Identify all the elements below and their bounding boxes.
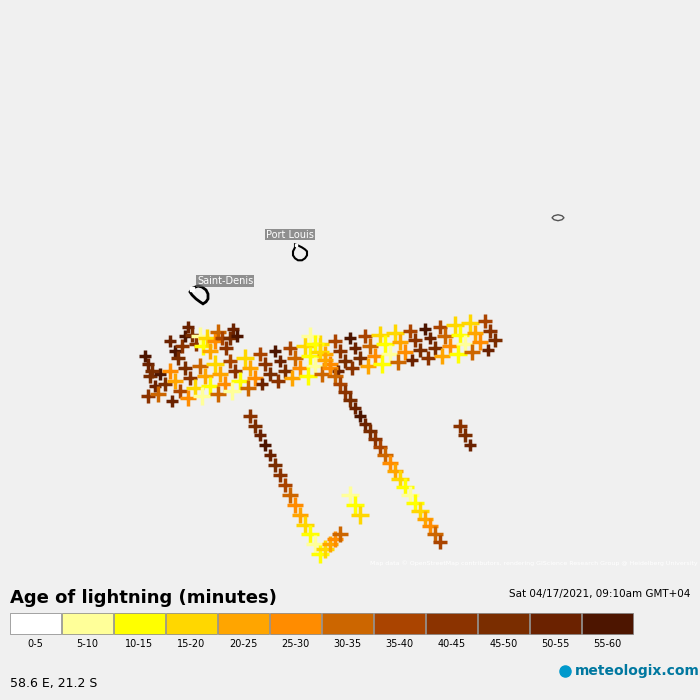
Text: Age of lightning (minutes): Age of lightning (minutes) (10, 589, 277, 606)
FancyBboxPatch shape (374, 612, 425, 634)
Text: 45-50: 45-50 (489, 639, 517, 649)
Text: 50-55: 50-55 (541, 639, 570, 649)
Text: meteologix.com: meteologix.com (575, 664, 700, 678)
FancyBboxPatch shape (270, 612, 321, 634)
FancyBboxPatch shape (114, 612, 165, 634)
Text: 35-40: 35-40 (386, 639, 414, 649)
Text: Sat 04/17/2021, 09:10am GMT+04: Sat 04/17/2021, 09:10am GMT+04 (509, 589, 690, 598)
Text: 15-20: 15-20 (177, 639, 206, 649)
FancyBboxPatch shape (426, 612, 477, 634)
Text: Port Louis: Port Louis (266, 230, 314, 239)
Text: 5-10: 5-10 (76, 639, 99, 649)
Text: 30-35: 30-35 (333, 639, 362, 649)
FancyBboxPatch shape (62, 612, 113, 634)
FancyBboxPatch shape (530, 612, 581, 634)
FancyBboxPatch shape (10, 612, 61, 634)
Text: 55-60: 55-60 (594, 639, 622, 649)
FancyBboxPatch shape (582, 612, 633, 634)
FancyBboxPatch shape (166, 612, 217, 634)
Text: 40-45: 40-45 (438, 639, 466, 649)
FancyBboxPatch shape (478, 612, 529, 634)
Text: 0-5: 0-5 (27, 639, 43, 649)
Text: Map data © OpenStreetMap contributors, rendering GIScience Research Group @ Heid: Map data © OpenStreetMap contributors, r… (370, 561, 698, 566)
Text: 25-30: 25-30 (281, 639, 309, 649)
Text: 20-25: 20-25 (230, 639, 258, 649)
FancyBboxPatch shape (218, 612, 269, 634)
Text: 10-15: 10-15 (125, 639, 153, 649)
Text: Saint-Denis: Saint-Denis (197, 276, 253, 286)
Text: 58.6 E, 21.2 S: 58.6 E, 21.2 S (10, 678, 97, 690)
FancyBboxPatch shape (322, 612, 373, 634)
